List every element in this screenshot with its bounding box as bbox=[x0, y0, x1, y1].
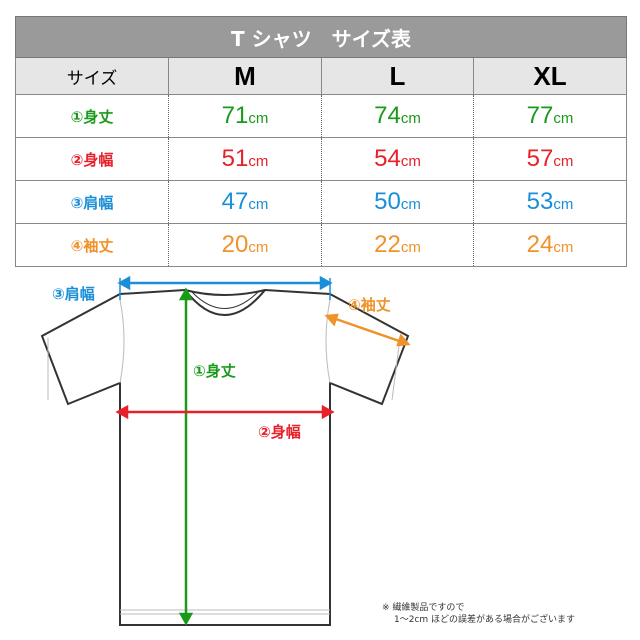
value-unit: cm bbox=[248, 110, 269, 127]
value-unit: cm bbox=[400, 196, 421, 213]
row-value: 57cm bbox=[472, 137, 628, 181]
value-number: 54 bbox=[374, 145, 401, 172]
header-size-xl: XL bbox=[472, 57, 628, 95]
note: ※ 繊維製品ですので 1～2cm ほどの誤差がある場合がございます bbox=[382, 602, 575, 626]
row-value: 71cm bbox=[168, 94, 322, 138]
value-unit: cm bbox=[400, 153, 421, 170]
value-number: 71 bbox=[221, 102, 249, 129]
row-value: 54cm bbox=[321, 137, 474, 181]
row-value: 51cm bbox=[168, 137, 322, 181]
sleeve-label: ④袖丈 bbox=[348, 296, 391, 314]
row-label: ③肩幅 bbox=[15, 180, 169, 224]
shoulder-label: ③肩幅 bbox=[52, 285, 95, 303]
sleeve-arrow bbox=[324, 313, 411, 347]
row-label: ②身幅 bbox=[15, 137, 169, 181]
row-label: ④袖丈 bbox=[15, 223, 169, 267]
value-number: 77 bbox=[526, 102, 554, 129]
table-row: ③肩幅 47cm 50cm 53cm bbox=[15, 180, 628, 224]
value-unit: cm bbox=[248, 239, 269, 256]
value-number: 50 bbox=[374, 188, 401, 215]
value-number: 51 bbox=[221, 145, 249, 172]
row-value: 47cm bbox=[168, 180, 322, 224]
size-table: T シャツ サイズ表 サイズ M L XL ①身丈 71cm 74cm 77cm ②身幅… bbox=[14, 16, 628, 267]
row-value: 77cm bbox=[472, 94, 628, 138]
value-unit: cm bbox=[553, 110, 574, 127]
width-label: ②身幅 bbox=[258, 423, 301, 441]
shoulder-arrow bbox=[117, 275, 333, 300]
row-value: 24cm bbox=[472, 223, 628, 267]
value-unit: cm bbox=[248, 153, 269, 170]
length-arrow bbox=[178, 287, 194, 626]
width-arrow bbox=[115, 404, 335, 420]
value-number: 57 bbox=[526, 145, 554, 172]
table-row: ①身丈 71cm 74cm 77cm bbox=[15, 94, 628, 138]
row-label: ①身丈 bbox=[15, 94, 169, 138]
value-number: 47 bbox=[221, 188, 249, 215]
row-value: 22cm bbox=[321, 223, 474, 267]
row-value: 74cm bbox=[321, 94, 474, 138]
table-row: ④袖丈 20cm 22cm 24cm bbox=[15, 223, 628, 267]
value-unit: cm bbox=[553, 196, 574, 213]
value-number: 74 bbox=[374, 102, 401, 129]
value-number: 53 bbox=[526, 188, 554, 215]
table-row: ②身幅 51cm 54cm 57cm bbox=[15, 137, 628, 181]
value-unit: cm bbox=[553, 239, 574, 256]
value-number: 20 bbox=[221, 231, 249, 258]
length-label: ①身丈 bbox=[193, 362, 236, 380]
row-value: 53cm bbox=[472, 180, 628, 224]
row-value: 50cm bbox=[321, 180, 474, 224]
value-unit: cm bbox=[553, 153, 574, 170]
value-number: 24 bbox=[526, 231, 554, 258]
tshirt-outline bbox=[40, 288, 410, 626]
table-title: T シャツ サイズ表 bbox=[14, 16, 628, 58]
value-unit: cm bbox=[400, 110, 421, 127]
value-number: 22 bbox=[374, 231, 401, 258]
note-line-1: ※ 繊維製品ですので bbox=[382, 603, 465, 613]
value-unit: cm bbox=[400, 239, 421, 256]
header-size-l: L bbox=[321, 57, 474, 95]
row-value: 20cm bbox=[168, 223, 322, 267]
note-line-2: 1～2cm ほどの誤差がある場合がございます bbox=[394, 615, 576, 625]
value-unit: cm bbox=[248, 196, 269, 213]
